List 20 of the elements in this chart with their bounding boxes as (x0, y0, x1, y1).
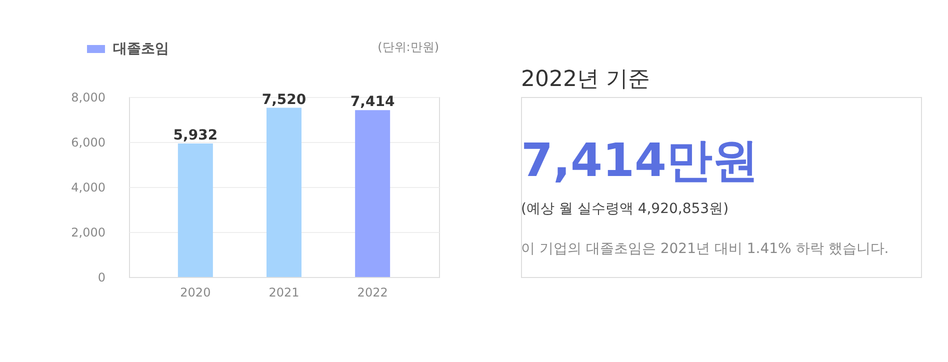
y-tick-label: 0 (98, 270, 106, 284)
x-tick-label: 2020 (180, 286, 211, 300)
y-tick-label: 2,000 (71, 226, 106, 240)
y-tick-label: 4,000 (71, 180, 106, 194)
x-tick-label: 2022 (357, 286, 388, 300)
y-tick-label: 6,000 (71, 136, 106, 150)
legend-label: 대졸초임 (113, 41, 169, 57)
data-label: 7,414 (350, 94, 395, 110)
text: 7,414만원 (521, 133, 759, 187)
bar (178, 144, 213, 277)
x-tick-label: 2021 (268, 286, 300, 300)
bar (266, 108, 302, 277)
bar (355, 110, 390, 277)
text: (단위:만원) (378, 40, 439, 54)
text: 이 기업의 대졸초임은 2021년 대비 1.41% 하락 했습니다. (521, 241, 889, 257)
text: (예상 월 실수령액 4,920,853원) (521, 201, 729, 217)
y-tick-label: 8,000 (71, 90, 106, 104)
text: 2022년 기준 (521, 67, 650, 92)
data-label: 5,932 (173, 128, 218, 144)
data-label: 7,520 (262, 92, 306, 108)
